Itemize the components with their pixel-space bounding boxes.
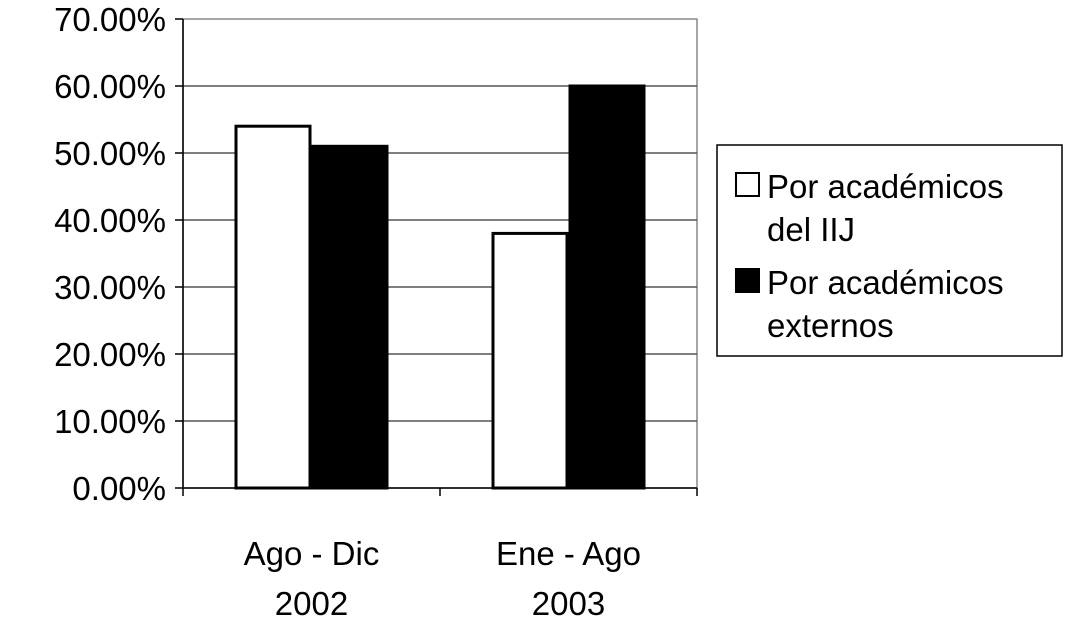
- y-tick-label: 40.00%: [54, 202, 166, 239]
- y-tick-label: 10.00%: [54, 403, 166, 440]
- y-tick-labels: 70.00% 60.00% 50.00% 40.00% 30.00% 20.00% 10.0…: [54, 1, 166, 507]
- legend-label: externos: [767, 307, 894, 344]
- y-tick-label: 50.00%: [54, 135, 166, 172]
- y-tick-label: 70.00%: [54, 1, 166, 38]
- legend-swatch: [735, 268, 760, 293]
- x-category-label: Ene - Ago: [496, 535, 641, 572]
- x-category-label: 2003: [532, 585, 605, 619]
- bars: [234, 84, 646, 490]
- y-tick-label: 30.00%: [54, 269, 166, 306]
- x-category-label: 2002: [275, 585, 348, 619]
- legend-box: [716, 144, 1063, 357]
- legend: Por académicos del IIJ Por académicos exter…: [716, 144, 1063, 357]
- y-tick-label: 0.00%: [72, 470, 166, 507]
- x-category-labels: Ago - Dic 2002 Ene - Ago 2003: [244, 535, 641, 619]
- legend-label: del IIJ: [767, 211, 855, 248]
- bar-externos: [311, 144, 389, 490]
- x-category-label: Ago - Dic: [244, 535, 380, 572]
- y-tick-label: 60.00%: [54, 68, 166, 105]
- legend-label: Por académicos: [767, 264, 1004, 301]
- bar-iij: [491, 231, 569, 490]
- axes: [175, 18, 698, 496]
- bar-externos: [568, 84, 646, 490]
- legend-swatch: [735, 172, 760, 197]
- bar-iij: [234, 124, 312, 490]
- y-tick-label: 20.00%: [54, 336, 166, 373]
- legend-label: Por académicos: [767, 168, 1004, 205]
